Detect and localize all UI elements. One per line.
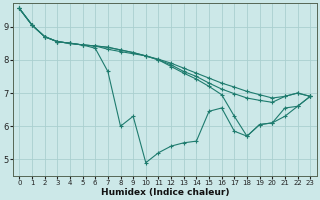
X-axis label: Humidex (Indice chaleur): Humidex (Indice chaleur) — [100, 188, 229, 197]
